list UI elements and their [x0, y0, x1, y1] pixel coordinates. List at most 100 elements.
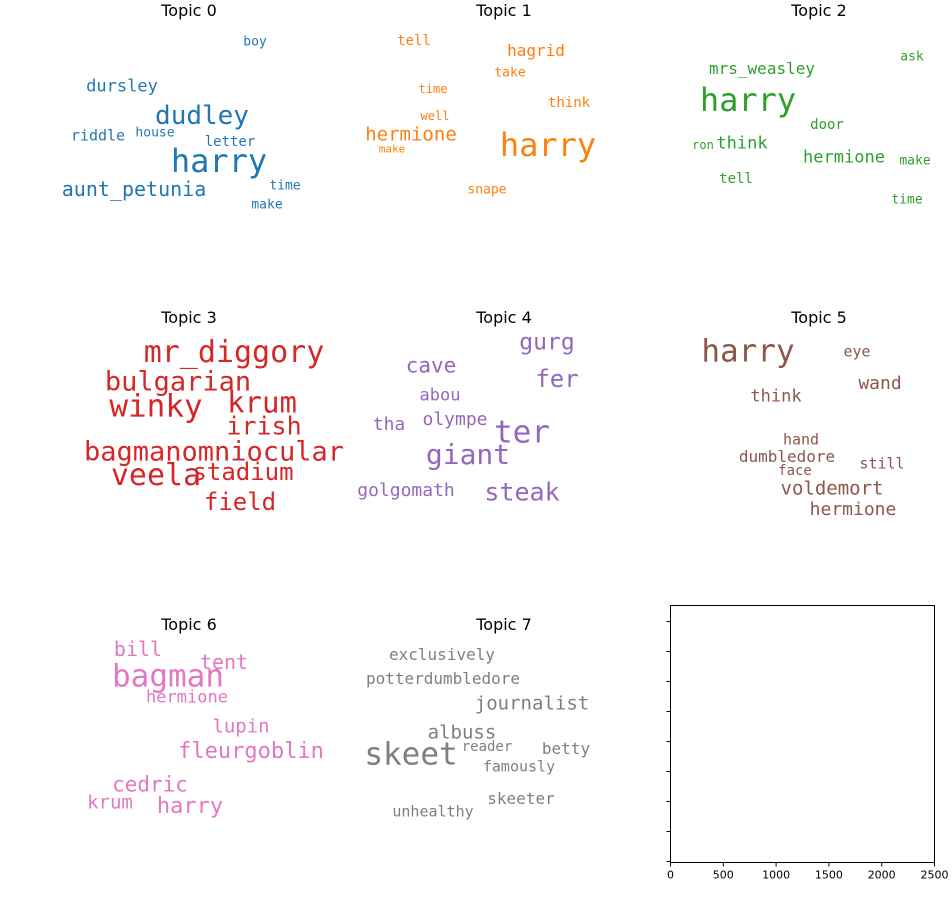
- topic-5-word: eye: [843, 342, 871, 361]
- topic-1-word: think: [547, 95, 591, 111]
- topic-1-word: well: [420, 109, 450, 123]
- topic-7-word: betty: [541, 739, 591, 758]
- topic-3-panel: Topic 3 winky veela mr_diggory krum bulgaria…: [52, 308, 344, 595]
- topic-3-word: bulgarian: [104, 366, 252, 398]
- topic-2-word: door: [810, 117, 844, 133]
- topic-6-word: cedric: [112, 772, 188, 797]
- topic-4-word: ter: [494, 414, 550, 451]
- topic-1-word: take: [494, 65, 526, 81]
- topic-5-word: harry: [701, 333, 795, 370]
- topic-3-title: Topic 3: [161, 308, 217, 327]
- topic-6-word: hermione: [146, 687, 228, 708]
- topic-5-word: hermione: [809, 499, 897, 520]
- topic-0-word: aunt_petunia: [61, 177, 207, 201]
- topic-7-word: potterdumbledore: [365, 669, 521, 688]
- topic-0-panel: Topic 0 harry dudley aunt_petunia dursley ri…: [52, 1, 326, 288]
- topic-0-word: riddle: [70, 126, 126, 145]
- topic-5-word: dumbledore: [738, 447, 836, 466]
- topic-5-word: think: [750, 386, 802, 407]
- topic-5-word: face: [778, 463, 812, 479]
- topic-5-word: hand: [782, 430, 820, 449]
- topic-0-word: harry: [170, 142, 268, 180]
- topic-4-word: olympe: [422, 409, 488, 430]
- topic-2-word: ask: [900, 49, 924, 65]
- topic-7-title: Topic 7: [476, 615, 532, 634]
- topic-0-word: letter: [204, 134, 256, 150]
- topic-7-word: albuss: [427, 721, 497, 744]
- topic-3-word: winky: [109, 388, 203, 425]
- topic-0-word: house: [135, 125, 175, 141]
- topic-2-word: hermione: [803, 147, 885, 168]
- topic-3-word: bagmanomniocular: [83, 436, 345, 468]
- topic-6-word: krum: [87, 791, 133, 814]
- topic-4-title: Topic 4: [476, 308, 532, 327]
- topic-5-word: wand: [858, 373, 902, 394]
- topic-0-word: boy: [243, 34, 267, 50]
- topic-4-word: giant: [425, 438, 511, 471]
- topic-0-word: time: [269, 178, 301, 194]
- topic-4-word: golgomath: [357, 480, 455, 501]
- topic-4-panel: Topic 4 ter giant steak fer gurg cave olympe th…: [357, 308, 641, 595]
- topic-5-panel: Topic 5 harry voldemort hermione wand think d…: [682, 308, 952, 595]
- topic-3-word: stadium: [192, 458, 294, 486]
- topic-0-title: Topic 0: [161, 1, 217, 20]
- topic-0-word: dursley: [86, 76, 158, 97]
- topic-0-word: make: [251, 197, 283, 213]
- topic-1-word: snape: [467, 182, 507, 198]
- topic-7-panel: Topic 7 skeet journalist albuss potterdumbl…: [364, 615, 641, 902]
- topic-7-word: exclusively: [389, 645, 495, 664]
- topic-5-title: Topic 5: [791, 308, 847, 327]
- x-tick-label: 0: [667, 869, 674, 882]
- topic-4-word: tha: [372, 414, 406, 435]
- topic-4-word: abou: [419, 385, 461, 406]
- x-tick-label: 500: [713, 869, 734, 882]
- y-ticks: [666, 621, 671, 862]
- topic-7-word: skeeter: [487, 789, 555, 808]
- topic-5-word: still: [859, 454, 905, 473]
- topic-4-word: cave: [405, 353, 457, 378]
- topic-6-word: harry: [156, 794, 224, 819]
- topic-7-word: reader: [461, 739, 513, 755]
- topic-7-word: unhealthy: [392, 802, 474, 821]
- topic-7-word: journalist: [474, 692, 590, 715]
- topic-6-word: bagman: [112, 658, 224, 695]
- topic-2-word: tell: [719, 171, 753, 187]
- x-tick-label: 1000: [762, 869, 790, 882]
- topic-2-word: time: [891, 192, 923, 208]
- topic-1-word: harry: [499, 126, 597, 164]
- topic-6-word: lupin: [212, 715, 270, 738]
- topic-2-word: think: [716, 133, 768, 154]
- topic-3-word: field: [203, 488, 277, 516]
- topic-6-panel: Topic 6 bagman fleurgoblin harry cedric tent…: [52, 615, 326, 902]
- topic-4-word: steak: [484, 477, 560, 507]
- topic-2-word: make: [899, 153, 931, 169]
- topic-2-title: Topic 2: [791, 1, 847, 20]
- topic-3-word: mr_diggory: [143, 335, 325, 370]
- topic-1-panel: Topic 1 harry hermione hagrid think tell take…: [365, 1, 641, 288]
- topic-1-word: hermione: [365, 123, 457, 146]
- x-tick-label: 1500: [815, 869, 843, 882]
- topic-4-word: gurg: [519, 329, 575, 356]
- topic-7-word: famously: [482, 757, 556, 776]
- x-tick-label: 2000: [868, 869, 896, 882]
- topic-7-word: skeet: [364, 736, 458, 773]
- topic-2-word: harry: [699, 81, 797, 119]
- topic-1-word: make: [378, 142, 406, 156]
- topic-2-panel: Topic 2 harry hermione mrs_weasley think doo…: [682, 1, 952, 288]
- x-tick-label: 2500: [921, 869, 949, 882]
- topic-1-word: time: [418, 82, 448, 96]
- topic-4-word: fer: [535, 365, 579, 393]
- topic-0-word: dudley: [155, 101, 249, 131]
- topic-3-word: irish: [226, 411, 302, 441]
- topic-2-word: ron: [692, 138, 714, 152]
- topic-1-word: hagrid: [507, 41, 565, 60]
- topic-6-word: fleurgoblin: [178, 739, 324, 764]
- topic-5-word: voldemort: [780, 477, 884, 500]
- topic-1-word: tell: [397, 33, 431, 49]
- topic-6-title: Topic 6: [161, 615, 217, 634]
- topic-1-title: Topic 1: [476, 1, 532, 20]
- topic-3-word: veela: [110, 458, 202, 493]
- empty-axes-frame: [670, 605, 935, 863]
- x-ticks: 0 500 1000 1500 2000 2500: [667, 862, 949, 882]
